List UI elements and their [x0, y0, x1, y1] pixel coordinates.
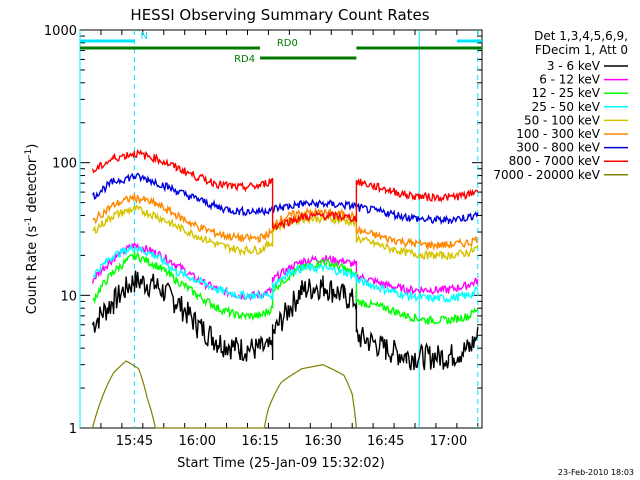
- x-tick-label: 16:15: [241, 434, 278, 449]
- y-axis-label-part: Count Rate (s: [25, 226, 40, 315]
- legend-entry-label: 100 - 300 keV: [516, 127, 600, 141]
- legend-entry-label: 800 - 7000 keV: [509, 154, 601, 168]
- x-tick-label: 16:30: [304, 434, 341, 449]
- series-line: [92, 242, 479, 304]
- status-bar-label: N: [140, 31, 147, 42]
- y-axis-label-part: ): [25, 144, 40, 149]
- y-axis-label-exp: -1: [24, 149, 34, 158]
- series-line: [92, 172, 479, 226]
- x-tick-label: 16:45: [367, 434, 404, 449]
- x-tick-label: 16:00: [179, 434, 216, 449]
- x-tick-labels: 15:45 16:00 16:15 16:30 16:45 17:00: [116, 434, 468, 449]
- legend-entry-label: 7000 - 20000 keV: [493, 168, 600, 182]
- x-axis-label: Start Time (25-Jan-09 15:32:02): [177, 456, 385, 471]
- x-tick-label: 15:45: [116, 434, 153, 449]
- y-axis-label-part: detector: [25, 157, 40, 217]
- legend-entry-label: 50 - 100 keV: [524, 113, 601, 127]
- y-tick-label: 10: [60, 289, 77, 304]
- series-group: [91, 148, 479, 429]
- y-axis-label: Count Rate (s-1 detector-1): [24, 144, 40, 315]
- series-line: [91, 242, 479, 302]
- y-tick-label: 1: [69, 422, 77, 437]
- status-bar-label: RD0: [277, 38, 298, 49]
- legend-entry-label: 12 - 25 keV: [532, 86, 601, 100]
- y-tick-label: 100: [52, 157, 77, 172]
- y-tick-labels: 1 10 100 1000: [44, 24, 77, 437]
- x-tick-label: 17:00: [430, 434, 467, 449]
- legend-entry-label: 6 - 12 keV: [539, 73, 601, 87]
- reference-lines: [79, 30, 479, 428]
- legend-header-line: Det 1,3,4,5,6,9,: [534, 29, 628, 43]
- y-axis-label-exp: -1: [24, 217, 34, 226]
- series-line: [91, 148, 479, 231]
- legend-header-line: FDecim 1, Att 0: [535, 43, 628, 57]
- date-stamp: 23-Feb-2010 18:03: [558, 468, 634, 477]
- legend-entry-label: 3 - 6 keV: [547, 59, 601, 73]
- status-bar-label: RD4: [234, 54, 255, 65]
- legend: Det 1,3,4,5,6,9, FDecim 1, Att 0 3 - 6 k…: [493, 29, 628, 182]
- series-line: [92, 251, 479, 325]
- legend-entry-label: 300 - 800 keV: [516, 141, 600, 155]
- plot-frame: [79, 29, 483, 429]
- status-bars: N RD0 RD4: [80, 31, 482, 65]
- series-line: [92, 193, 478, 252]
- axis-ticks: [79, 30, 482, 429]
- series-line: [92, 204, 479, 261]
- series-line: [92, 360, 357, 429]
- chart-title: HESSI Observing Summary Count Rates: [130, 6, 429, 24]
- series-line: [91, 270, 479, 371]
- y-tick-label: 1000: [44, 24, 77, 39]
- legend-entry-label: 25 - 50 keV: [532, 100, 601, 114]
